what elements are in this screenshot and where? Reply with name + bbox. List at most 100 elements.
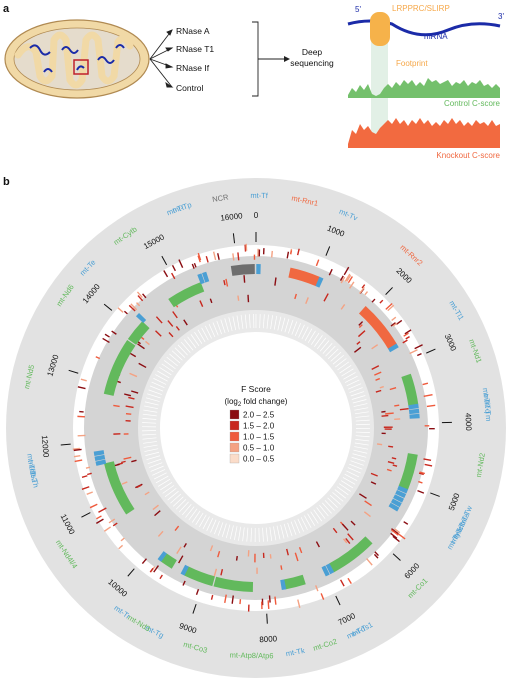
hatch-line xyxy=(147,458,162,464)
hatch-line xyxy=(351,456,366,462)
protein-label: LRPPRC/SLIRP xyxy=(392,4,450,13)
gene-arc-mt-tl2 xyxy=(93,450,105,456)
fscore-bar xyxy=(350,520,356,526)
fscore-bar xyxy=(125,405,134,409)
fscore-bar xyxy=(373,553,379,559)
hatch-line xyxy=(270,315,273,330)
legend-item-label: 0.5 – 1.0 xyxy=(243,444,275,453)
fscore-bar xyxy=(89,503,98,509)
fscore-bar xyxy=(86,491,93,495)
fscore-bar xyxy=(359,286,365,294)
fscore-bar xyxy=(424,463,433,467)
fscore-bar xyxy=(144,491,150,496)
axis-tick xyxy=(68,369,79,374)
fscore-bar xyxy=(136,291,143,299)
fscore-bar xyxy=(363,511,371,518)
fscore-bar xyxy=(391,529,399,536)
deep-sequencing-label-1: Deep xyxy=(302,47,323,57)
inner-hatch-track xyxy=(142,314,371,542)
legend-item-label: 0.0 – 0.5 xyxy=(243,455,275,464)
fscore-bar xyxy=(183,319,188,326)
gene-arc-mt-ts1 xyxy=(325,563,335,575)
hatch-line xyxy=(276,525,281,540)
hatch-line xyxy=(225,524,231,539)
hatch-line xyxy=(220,319,226,334)
hatch-line xyxy=(202,516,210,530)
gene-label-mt-nd2: mt-Nd2 xyxy=(474,452,487,478)
gene-arc-mt-tv xyxy=(315,276,324,288)
hatch-line xyxy=(164,488,177,498)
hatch-line xyxy=(240,314,244,329)
fscore-bar xyxy=(77,386,86,390)
gene-label-mt-tk: mt-Tk xyxy=(285,646,306,658)
hatch-line xyxy=(291,321,298,335)
hatch-line xyxy=(194,331,203,345)
hatch-line xyxy=(339,365,352,374)
fscore-bar xyxy=(374,551,379,557)
control-cscore-label: Control C-score xyxy=(444,99,501,108)
hatch-line xyxy=(177,344,188,356)
fscore-bar xyxy=(402,339,408,344)
hatch-line xyxy=(175,499,187,510)
fscore-bar xyxy=(403,332,409,337)
fscore-bar xyxy=(118,544,124,550)
hatch-line xyxy=(319,340,330,352)
hatch-line xyxy=(298,324,305,338)
fscore-bar xyxy=(129,352,137,358)
fscore-bar xyxy=(217,550,221,558)
hatch-line xyxy=(316,507,326,519)
fscore-bar xyxy=(315,259,320,267)
fscore-bar xyxy=(154,510,161,517)
hatch-line xyxy=(167,490,179,501)
fscore-bar xyxy=(375,389,382,393)
fscore-bar xyxy=(197,252,202,261)
fscore-bar xyxy=(370,481,377,485)
fscore-bar xyxy=(346,274,352,282)
hatch-line xyxy=(352,399,367,404)
fscore-bar xyxy=(294,293,298,300)
gene-arc-mt-tl1 xyxy=(387,343,399,353)
hatch-line xyxy=(350,391,365,397)
axis-tick-label: 0 xyxy=(254,211,259,220)
hatch-line xyxy=(152,469,166,476)
gene-arc-mt-tp xyxy=(202,271,210,283)
hatch-line xyxy=(180,341,191,353)
fscore-bars xyxy=(72,243,436,612)
fscore-bar xyxy=(385,412,394,415)
axis-tick-label: 16000 xyxy=(220,211,244,223)
hatch-line xyxy=(172,496,184,507)
fscore-bar xyxy=(167,320,174,327)
legend-swatch xyxy=(229,409,240,420)
hatch-line xyxy=(273,315,278,330)
hatch-line xyxy=(262,527,264,542)
fscore-bar xyxy=(385,302,393,310)
hatch-line xyxy=(314,335,323,347)
fscore-bar xyxy=(392,464,398,467)
fscore-bar xyxy=(128,304,136,312)
hatch-line xyxy=(351,395,366,400)
hatch-line xyxy=(199,514,207,528)
hatch-line xyxy=(206,518,214,531)
hatch-line xyxy=(142,422,157,424)
hatch-line xyxy=(310,511,319,524)
hatch-line xyxy=(242,527,245,542)
fscore-bar xyxy=(121,460,126,464)
hatch-line xyxy=(221,523,227,537)
fscore-bar xyxy=(182,580,186,586)
hatch-line xyxy=(145,397,160,402)
fscore-bar xyxy=(320,593,325,600)
footprint-schematic: 5' 3' LRPPRC/SLIRP mRNA Footprint Contro… xyxy=(347,4,504,160)
fscore-bar xyxy=(423,393,433,398)
fscore-bar xyxy=(87,472,92,476)
hatch-line xyxy=(294,322,302,337)
axis-tick xyxy=(426,348,436,354)
treatment-rnase-a: RNase A xyxy=(176,26,210,36)
hatch-line xyxy=(188,508,198,521)
fscore-bar xyxy=(357,330,366,338)
gene-arc-mt-tr xyxy=(157,551,167,562)
hatch-line xyxy=(307,513,316,526)
hatch-line xyxy=(304,328,313,342)
hatch-line xyxy=(143,409,158,413)
axis-tick-label: 12000 xyxy=(40,435,51,458)
hatch-line xyxy=(217,522,224,536)
